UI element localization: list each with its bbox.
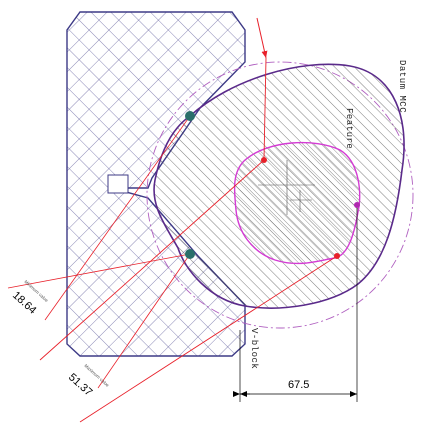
- dim-max-value: 51.37: [66, 371, 94, 398]
- datum-mcc-circle: [146, 61, 414, 329]
- red-line-contact-3: [97, 253, 191, 389]
- red-line-contact-2: [7, 253, 191, 289]
- feature-label: Feature: [344, 108, 354, 149]
- red-line-max: [79, 255, 338, 423]
- red-leader-top-ext: [263, 57, 267, 161]
- datum-mcc-label: Datum MCC: [397, 60, 407, 113]
- dim-horizontal-value: 67.5: [288, 379, 309, 391]
- v-block-slot: [107, 174, 129, 194]
- red-leader-top: [256, 17, 268, 59]
- feature-point-magenta: [354, 202, 360, 208]
- contact-point-upper: [185, 111, 195, 121]
- feature-point-red-1: [261, 157, 267, 163]
- v-block-label: V-block: [249, 328, 259, 369]
- red-line-contact-1: [44, 115, 191, 321]
- contact-point-lower: [185, 249, 195, 259]
- dim-min-value: 18.64: [10, 289, 38, 316]
- feature-point-red-2: [334, 253, 340, 259]
- feature-outline: [233, 141, 361, 265]
- red-line-min: [39, 159, 265, 361]
